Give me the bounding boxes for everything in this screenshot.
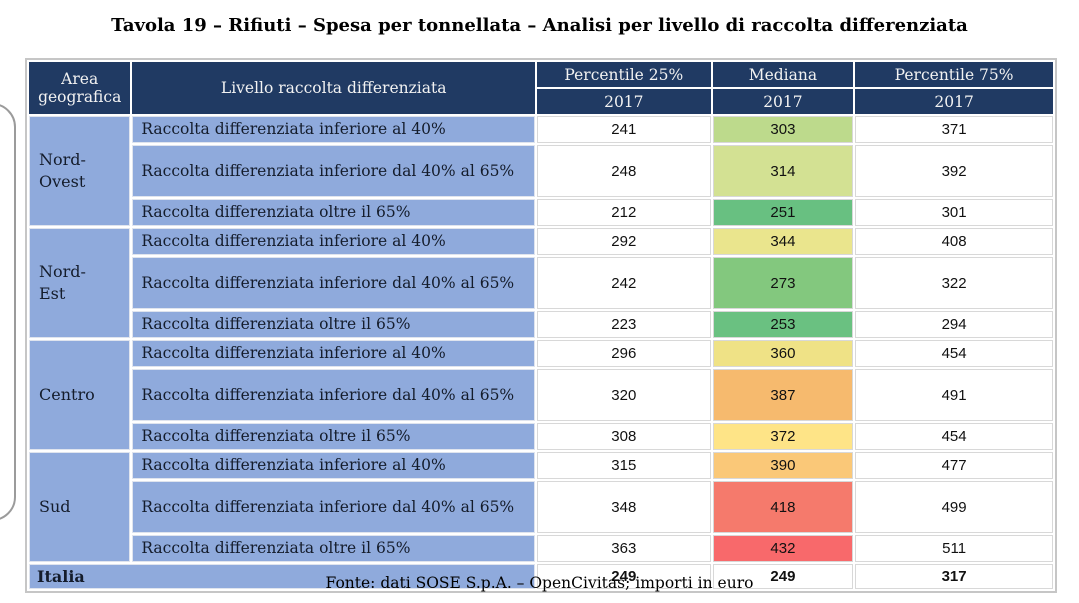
p25-value: 292 (536, 228, 711, 255)
header-area: Area geografica (29, 62, 131, 114)
table-row: Raccolta differenziata inferiore dal 40%… (29, 257, 1053, 309)
level-cell: Raccolta differenziata inferiore dal 40%… (132, 145, 535, 197)
header-row-1: Area geografica Livello raccolta differe… (29, 62, 1053, 114)
header-row-2: 2017 2017 2017 (29, 89, 1053, 114)
median-value: 344 (712, 228, 854, 255)
median-value: 372 (712, 423, 854, 450)
p75-value: 371 (855, 116, 1053, 143)
area-cell-nord-est: Nord-Est (29, 228, 131, 338)
table-row: Raccolta differenziata oltre il 65% 308 … (29, 423, 1053, 450)
table-row: Sud Raccolta differenziata inferiore al … (29, 452, 1053, 562)
table-row: Raccolta differenziata inferiore dal 40%… (29, 481, 1053, 533)
total-label: Italia (29, 564, 535, 589)
table-row: Raccolta differenziata inferiore dal 40%… (29, 145, 1053, 197)
header-percentile75: Percentile 75% (855, 62, 1053, 87)
p75-value: 392 (855, 145, 1053, 197)
source-note: Fonte: dati SOSE S.p.A. – OpenCivitas; i… (325, 574, 754, 592)
header-year-p75: 2017 (855, 89, 1053, 114)
p75-value: 322 (855, 257, 1053, 309)
page-title: Tavola 19 – Rifiuti – Spesa per tonnella… (111, 15, 968, 36)
table-row: Nord-Est Raccolta differenziata inferior… (29, 228, 1053, 338)
p25-value: 308 (536, 423, 711, 450)
p25-value: 242 (536, 257, 711, 309)
p75-value: 499 (855, 481, 1053, 533)
p25-value: 315 (536, 452, 711, 479)
area-cell-centro: Centro (29, 340, 131, 450)
median-value: 432 (712, 535, 854, 562)
area-cell-sud: Sud (29, 452, 131, 562)
area-cell-nord-ovest: Nord-Ovest (29, 116, 131, 226)
level-cell: Raccolta differenziata inferiore dal 40%… (132, 481, 535, 533)
header-year-mediana: 2017 (712, 89, 854, 114)
p75-value: 301 (855, 199, 1053, 226)
level-cell: Raccolta differenziata inferiore al 40% (132, 340, 535, 367)
p25-value: 248 (536, 145, 711, 197)
data-table: Area geografica Livello raccolta differe… (25, 58, 1057, 593)
total-row: Italia 249 249 317 (29, 564, 1053, 589)
p25-value: 348 (536, 481, 711, 533)
level-cell: Raccolta differenziata oltre il 65% (132, 199, 535, 226)
level-cell: Raccolta differenziata oltre il 65% (132, 535, 535, 562)
header-level: Livello raccolta differenziata (132, 62, 535, 114)
median-value: 251 (712, 199, 854, 226)
p75-value: 511 (855, 535, 1053, 562)
table-row: Centro Raccolta differenziata inferiore … (29, 340, 1053, 450)
p25-value: 212 (536, 199, 711, 226)
median-value: 360 (712, 340, 854, 367)
p25-value: 320 (536, 369, 711, 421)
table-row: Raccolta differenziata oltre il 65% 212 … (29, 199, 1053, 226)
p25-value: 363 (536, 535, 711, 562)
level-cell: Raccolta differenziata oltre il 65% (132, 311, 535, 338)
median-value: 303 (712, 116, 854, 143)
median-value: 273 (712, 257, 854, 309)
total-p75-value: 317 (855, 564, 1053, 589)
table-row: Raccolta differenziata oltre il 65% 363 … (29, 535, 1053, 562)
level-cell: Raccolta differenziata inferiore al 40% (132, 452, 535, 479)
level-cell: Raccolta differenziata oltre il 65% (132, 423, 535, 450)
p75-value: 408 (855, 228, 1053, 255)
table-row: Raccolta differenziata oltre il 65% 223 … (29, 311, 1053, 338)
level-cell: Raccolta differenziata inferiore dal 40%… (132, 257, 535, 309)
level-cell: Raccolta differenziata inferiore al 40% (132, 116, 535, 143)
left-bracket-decoration (0, 103, 16, 521)
p75-value: 294 (855, 311, 1053, 338)
level-cell: Raccolta differenziata inferiore dal 40%… (132, 369, 535, 421)
median-value: 314 (712, 145, 854, 197)
p75-value: 491 (855, 369, 1053, 421)
header-percentile25: Percentile 25% (536, 62, 711, 87)
header-mediana: Mediana (712, 62, 854, 87)
p25-value: 223 (536, 311, 711, 338)
total-p25-value: 249 (536, 564, 711, 589)
table-row: Nord-Ovest Raccolta differenziata inferi… (29, 116, 1053, 226)
p25-value: 296 (536, 340, 711, 367)
p75-value: 454 (855, 340, 1053, 367)
median-value: 387 (712, 369, 854, 421)
median-value: 253 (712, 311, 854, 338)
p25-value: 241 (536, 116, 711, 143)
median-value: 418 (712, 481, 854, 533)
table-row: Raccolta differenziata inferiore dal 40%… (29, 369, 1053, 421)
header-year-p25: 2017 (536, 89, 711, 114)
p75-value: 454 (855, 423, 1053, 450)
level-cell: Raccolta differenziata inferiore al 40% (132, 228, 535, 255)
median-value: 390 (712, 452, 854, 479)
p75-value: 477 (855, 452, 1053, 479)
total-median-value: 249 (712, 564, 854, 589)
